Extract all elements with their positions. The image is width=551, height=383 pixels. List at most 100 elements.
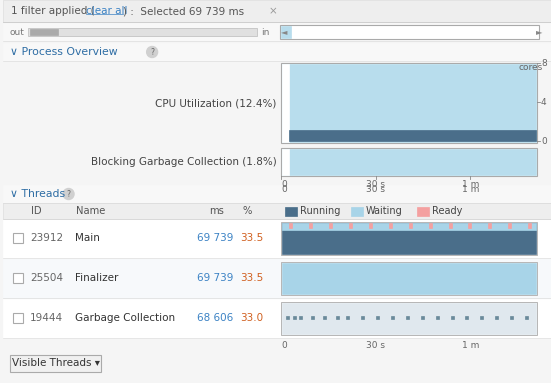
Bar	[13, 273, 23, 283]
Text: 1 m: 1 m	[462, 342, 479, 350]
Text: %: %	[242, 206, 252, 216]
Bar	[429, 223, 431, 228]
Bar	[13, 233, 23, 243]
Bar	[285, 207, 298, 216]
Bar	[391, 316, 394, 319]
Text: 30 s: 30 s	[366, 185, 386, 193]
Bar	[283, 223, 536, 230]
Text: CPU Utilization (12.4%): CPU Utilization (12.4%)	[155, 98, 277, 108]
Bar	[293, 316, 296, 319]
Text: Garbage Collection: Garbage Collection	[74, 313, 175, 323]
Text: 30 s: 30 s	[366, 180, 386, 188]
Bar	[282, 63, 537, 143]
Text: ∨ Threads: ∨ Threads	[10, 189, 65, 199]
Bar	[510, 316, 513, 319]
Bar	[417, 207, 429, 216]
Text: 23912: 23912	[30, 233, 63, 243]
Text: ) :  Selected 69 739 ms: ) : Selected 69 739 ms	[123, 6, 245, 16]
Text: Blocking Garbage Collection (1.8%): Blocking Garbage Collection (1.8%)	[91, 157, 277, 167]
Bar	[409, 223, 412, 228]
Bar	[289, 223, 293, 228]
Text: 33.5: 33.5	[240, 273, 263, 283]
Text: Running: Running	[300, 206, 341, 216]
Bar	[495, 316, 498, 319]
Bar	[451, 316, 453, 319]
Bar	[13, 313, 23, 323]
Text: 33.5: 33.5	[240, 233, 263, 243]
Text: 33.0: 33.0	[240, 313, 263, 323]
Bar	[351, 207, 363, 216]
Text: 1 m: 1 m	[462, 180, 479, 188]
Bar	[287, 316, 289, 319]
Bar	[3, 0, 551, 22]
Bar	[289, 130, 536, 141]
Bar	[508, 223, 511, 228]
Bar	[283, 149, 289, 175]
Bar	[3, 219, 551, 258]
Bar	[3, 43, 551, 61]
Text: in: in	[262, 28, 270, 36]
Text: 69 739: 69 739	[197, 233, 234, 243]
Bar	[369, 223, 372, 228]
Bar	[528, 223, 531, 228]
Text: out: out	[10, 28, 25, 36]
Text: 0: 0	[282, 342, 287, 350]
Text: 1 filter applied (: 1 filter applied (	[11, 6, 95, 16]
Bar	[299, 316, 302, 319]
Text: clear all: clear all	[87, 6, 128, 16]
Bar	[421, 316, 424, 319]
Bar	[3, 185, 551, 203]
Text: 0: 0	[282, 185, 287, 193]
Bar	[323, 316, 326, 319]
Text: 30 s: 30 s	[366, 342, 386, 350]
Bar	[28, 28, 257, 36]
Text: Visible Threads ▾: Visible Threads ▾	[12, 358, 100, 368]
Bar	[280, 25, 539, 39]
Bar	[3, 203, 551, 219]
Text: ?: ?	[150, 47, 154, 57]
Text: 68 606: 68 606	[197, 313, 234, 323]
Bar	[283, 303, 536, 334]
Bar	[282, 26, 291, 38]
Text: cores: cores	[519, 63, 543, 72]
Text: 4: 4	[541, 98, 547, 106]
Bar	[329, 223, 332, 228]
Bar	[10, 355, 101, 372]
Text: ×: ×	[268, 6, 277, 16]
Bar	[309, 223, 312, 228]
Text: 25504: 25504	[30, 273, 63, 283]
Circle shape	[63, 188, 74, 200]
Bar	[361, 316, 364, 319]
Text: 19444: 19444	[30, 313, 63, 323]
Text: ◄: ◄	[282, 28, 288, 36]
Bar	[283, 149, 536, 175]
Bar	[283, 64, 536, 142]
Text: 0: 0	[541, 136, 547, 146]
Bar	[349, 223, 352, 228]
Text: 1 m: 1 m	[462, 185, 479, 193]
Text: ID: ID	[31, 206, 41, 216]
Bar	[283, 263, 536, 294]
Text: Main: Main	[74, 233, 99, 243]
Bar	[466, 316, 468, 319]
Bar	[488, 223, 491, 228]
Text: ?: ?	[67, 190, 71, 198]
Bar	[3, 23, 551, 41]
Bar	[468, 223, 472, 228]
Text: ►: ►	[536, 28, 543, 36]
Bar	[283, 64, 289, 142]
Bar	[525, 316, 528, 319]
Bar	[376, 316, 379, 319]
Bar	[282, 222, 537, 255]
Bar	[436, 316, 439, 319]
Text: Ready: Ready	[431, 206, 462, 216]
Bar	[282, 302, 537, 335]
Bar	[389, 223, 392, 228]
Bar	[3, 259, 551, 298]
Text: 0: 0	[282, 180, 287, 188]
Bar	[336, 316, 339, 319]
Text: ms: ms	[209, 206, 224, 216]
Bar	[406, 316, 409, 319]
Bar	[480, 316, 483, 319]
Bar	[282, 262, 537, 295]
